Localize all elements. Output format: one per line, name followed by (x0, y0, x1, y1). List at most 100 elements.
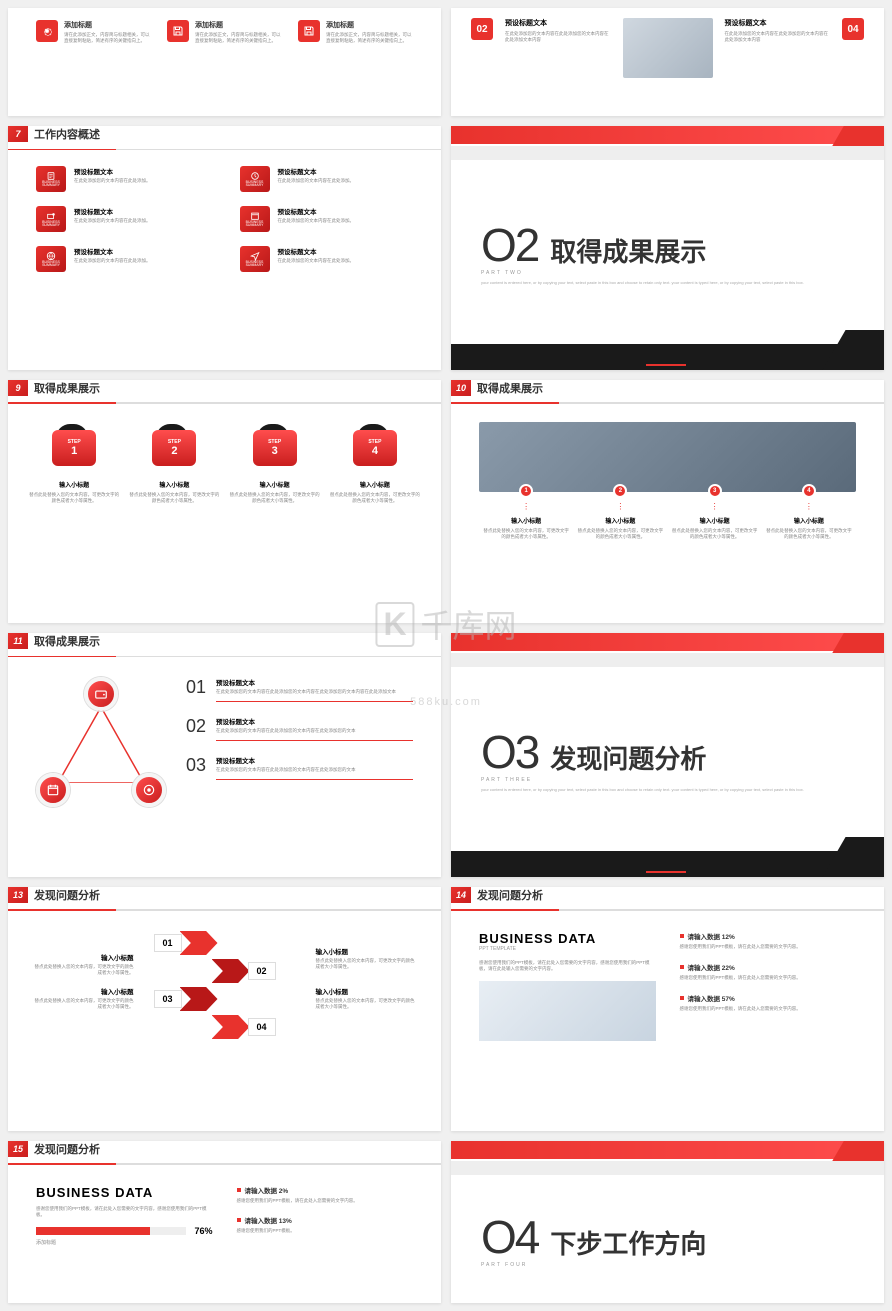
triangle-diagram (36, 677, 166, 807)
summary-item: BUSINESSSUMMARY预设标题文本在此处添加您的文本内容在此处添加。 (240, 206, 414, 232)
section-title: 取得成果展示 (550, 232, 706, 269)
summary-icon: BUSINESSSUMMARY (36, 166, 66, 192)
wallet-icon (84, 677, 118, 711)
business-title: BUSINESS DATA (36, 1185, 213, 1200)
slide-title: 取得成果展示 (34, 380, 100, 396)
list-item: 输入小标题替点此处替换入您的文本内容，可更改文字的颜色成者大小等属性。 (316, 986, 418, 1010)
step-item: STEP2输入小标题替点此处替换入您的文本内容，可更改文字的颜色成者大小等属性。 (124, 424, 224, 504)
summary-item: BUSINESSSUMMARY预设标题文本在此处添加您的文本内容在此处添加。 (36, 166, 210, 192)
data-item: 请输入数据 2%感谢您使用我们的PPT模板，请在此处入您需要的文字内容。 (237, 1185, 414, 1204)
step-desc: 替点此处替换入您的文本内容，可更改文字的颜色成者大小等属性。 (225, 492, 325, 504)
step-desc: 替点此处替换入您的文本内容，可更改文字的颜色成者大小等属性。 (24, 492, 124, 504)
summary-icon: BUSINESSSUMMARY (36, 206, 66, 232)
item-title: 预设标题文本 (505, 18, 611, 28)
slide-number: 7 (8, 126, 28, 142)
business-desc: 感谢您使用我们的PPT模板，请在此处入您需要的文字内容，感谢您使用我们的PPT模… (36, 1206, 213, 1219)
slide-title: 发现问题分析 (34, 1141, 100, 1157)
slide-11: 11取得成果展示 01预设标题文本在此处添加您的文本内容在此处添加您的文本内容在… (8, 633, 441, 877)
slide-number: 10 (451, 380, 471, 396)
item-desc: 在此处添加您的文本内容在此处添加。 (278, 218, 414, 224)
part-label: PART FOUR (481, 1262, 706, 1268)
item-title: 预设标题文本 (74, 206, 210, 216)
item-desc: 在此处添加您的文本内容在此处添加。 (74, 178, 210, 184)
step-item: STEP4输入小标题替点此处替换入您的文本内容，可更改文字的颜色成者大小等属性。 (325, 424, 425, 504)
slide-title: 发现问题分析 (477, 887, 543, 903)
icon-item: 添加标题请在此添加正文，内容简与标题相关，可以直接复制粘贴，简述有序的关键指向上… (36, 20, 151, 44)
timeline-dot: 1 (519, 484, 533, 498)
item-title: 添加标题 (326, 20, 413, 30)
business-title: BUSINESS DATA (479, 931, 656, 946)
summary-icon: BUSINESSSUMMARY (240, 246, 270, 272)
disc-icon (132, 773, 166, 807)
calendar-icon (36, 773, 70, 807)
placeholder-image (479, 981, 656, 1041)
data-item: 请输入数据 12%感谢您使用我们的PPT模板，请在此处入您需要的文字内容。 (680, 931, 857, 950)
item-desc: 在此处添加您的文本内容在此处添加您的文本内容在此处添加您的文本 (216, 767, 413, 773)
item-title: 预设标题文本 (74, 246, 210, 256)
progress-percent: 76% (194, 1226, 212, 1236)
slide-7: 7工作内容概述 BUSINESSSUMMARY预设标题文本在此处添加您的文本内容… (8, 126, 441, 370)
step-item: STEP1输入小标题替点此处替换入您的文本内容，可更改文字的颜色成者大小等属性。 (24, 424, 124, 504)
item-desc: 在此处添加您的文本内容在此处添加。 (74, 218, 210, 224)
progress-label: 添加标题 (36, 1239, 213, 1246)
slide-title: 工作内容概述 (34, 126, 100, 142)
slide-15: 15 发现问题分析 BUSINESS DATA 感谢您使用我们的PPT模板，请在此… (8, 1141, 441, 1303)
arrow-number: 04 (248, 1018, 276, 1036)
summary-item: BUSINESSSUMMARY 预设标题文本在此处添加您的文本内容在此处添加。 (240, 166, 414, 192)
list-item: 输入小标题替点此处替换入您的文本内容，可更改文字的颜色成者大小等属性。 (316, 946, 418, 970)
arrow-number: 03 (154, 990, 182, 1008)
arrow-number: 02 (248, 962, 276, 980)
data-item: 请输入数据 57%感谢您使用我们的PPT模板，请在此处入您需要的文字内容。 (680, 993, 857, 1012)
summary-icon: BUSINESSSUMMARY (36, 246, 66, 272)
number-badge: 02 (471, 18, 493, 40)
item-desc: 在此处添加您的文本内容在此处添加。 (278, 178, 414, 184)
item-number: 03 (186, 755, 206, 780)
summary-item: BUSINESSSUMMARY 预设标题文本在此处添加您的文本内容在此处添加。 (36, 246, 210, 272)
slide-10: 10取得成果展示 1234 输入小标题替点此处替换入您的文本内容，可更改文字的颜… (451, 380, 884, 624)
icon-item: 添加标题请在此添加正文，内容简与标题相关，可以直接复制粘贴，简述有序的关键指向上… (167, 20, 282, 44)
item-number: 01 (186, 677, 206, 702)
part-label: PART THREE (481, 777, 804, 783)
data-item: 请输入数据 22%感谢您使用我们的PPT模板，请在此处入您需要的文字内容。 (680, 962, 857, 981)
timeline-col: 输入小标题替点此处替换入您的文本内容，可更改文字的颜色成者大小等属性。 (479, 502, 573, 540)
summary-icon: BUSINESSSUMMARY (240, 166, 270, 192)
slide-title: 取得成果展示 (34, 633, 100, 649)
slide-grid: 添加标题请在此添加正文，内容简与标题相关，可以直接复制粘贴，简述有序的关键指向上… (8, 8, 884, 1303)
data-item: 请输入数据 13%感谢您使用我们的PPT模板。 (237, 1215, 414, 1234)
slide-number: 13 (8, 887, 28, 903)
icon-item: 添加标题请在此添加正文，内容简与标题相关，可以直接复制粘贴，简述有序的关键指向上… (298, 20, 413, 44)
section-title: 发现问题分析 (550, 739, 706, 776)
summary-icon: BUSINESSSUMMARY (240, 206, 270, 232)
slide-title: 取得成果展示 (477, 380, 543, 396)
slide-14: 14发现问题分析 BUSINESS DATA PPT TEMPLATE 感谢您使… (451, 887, 884, 1131)
step-title: 输入小标题 (225, 480, 325, 489)
item-number: 02 (186, 716, 206, 741)
item-desc: 在此处添加您的文本内容在此处添加您的文本内容在此处添加文本内容 (505, 31, 611, 43)
slide-number: 15 (8, 1141, 28, 1157)
step-title: 输入小标题 (124, 480, 224, 489)
slide-16-section: O4下步工作方向 PART FOUR (451, 1141, 884, 1303)
list-item: 输入小标题替点此处替换入您的文本内容，可更改文字的颜色成者大小等属性。 (32, 986, 134, 1010)
step-desc: 替点此处替换入您的文本内容，可更改文字的颜色成者大小等属性。 (325, 492, 425, 504)
item-title: 预设标题文本 (216, 677, 413, 687)
slide-5: 添加标题请在此添加正文，内容简与标题相关，可以直接复制粘贴，简述有序的关键指向上… (8, 8, 441, 116)
item-desc: 请在此添加正文，内容简与标题相关，可以直接复制粘贴，简述有序的关键指向上。 (64, 32, 151, 44)
save-icon (167, 20, 189, 42)
summary-item: BUSINESSSUMMARY 预设标题文本在此处添加您的文本内容在此处添加。 (36, 206, 210, 232)
slide-8-section: O2取得成果展示 PART TWO your content is entere… (451, 126, 884, 370)
list-item: 输入小标题替点此处替换入您的文本内容，可更改文字的颜色成者大小等属性。 (32, 952, 134, 976)
item-desc: 在此处添加您的文本内容在此处添加。 (74, 258, 210, 264)
number-badge: 04 (842, 18, 864, 40)
slide-9: 9取得成果展示 STEP1输入小标题替点此处替换入您的文本内容，可更改文字的颜色… (8, 380, 441, 624)
item-title: 预设标题文本 (216, 755, 413, 765)
timeline-dot: 3 (708, 484, 722, 498)
list-item: 03 预设标题文本在此处添加您的文本内容在此处添加您的文本内容在此处添加您的文本 (186, 755, 413, 780)
item-title: 预设标题文本 (278, 166, 414, 176)
slide-number: 9 (8, 380, 28, 396)
list-item: 02预设标题文本在此处添加您的文本内容在此处添加您的文本内容在此处添加您的文本 (186, 716, 413, 741)
step-item: STEP3输入小标题替点此处替换入您的文本内容，可更改文字的颜色成者大小等属性。 (225, 424, 325, 504)
step-title: 输入小标题 (24, 480, 124, 489)
section-number: O3 (481, 725, 538, 779)
placeholder-image (623, 18, 713, 78)
slide-12-section: O3发现问题分析 PART THREE your content is ente… (451, 633, 884, 877)
